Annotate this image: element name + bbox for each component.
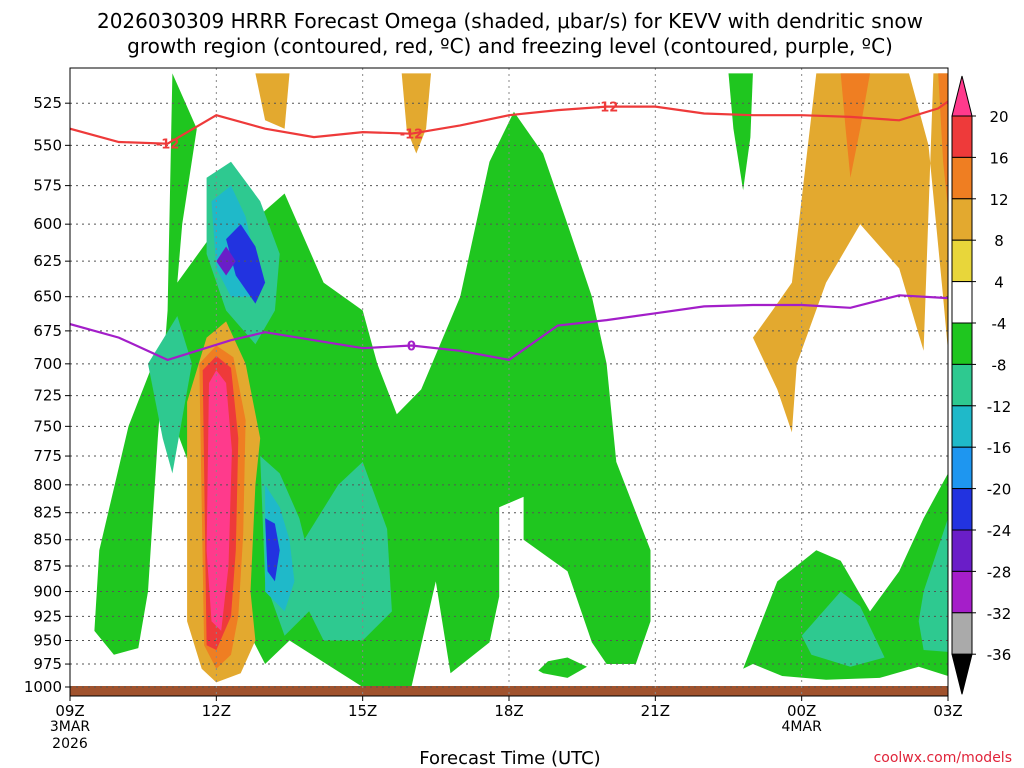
omega-region-teal-right-edge xyxy=(918,518,948,652)
omega-region-blue-upper xyxy=(226,224,266,304)
colorbar-band-4 xyxy=(951,281,973,324)
ytick-label-650: 650 xyxy=(33,288,62,306)
ytick-label-875: 875 xyxy=(33,557,62,575)
xtick-label-09Z: 09Z xyxy=(55,702,84,720)
colorbar-band-11 xyxy=(951,570,973,614)
xtick-year-09Z: 2026 xyxy=(52,736,88,752)
credit-text: coolwx.com/models xyxy=(874,750,1012,766)
ytick-label-625: 625 xyxy=(33,252,62,270)
freezing-level-label-0: 0 xyxy=(407,340,416,355)
colorbar-band-5 xyxy=(951,322,973,365)
dgz-contour-line xyxy=(70,100,948,145)
chart-title-line1: 2026030309 HRRR Forecast Omega (shaded, … xyxy=(97,9,923,33)
colorbar-label-12: -32 xyxy=(987,605,1012,623)
colorbar-label-8: -16 xyxy=(987,439,1012,457)
omega-region-yellow-right xyxy=(752,73,948,433)
colorbar-band-9 xyxy=(951,488,973,531)
ytick-label-900: 900 xyxy=(33,583,62,601)
colorbar-label-11: -28 xyxy=(987,563,1012,581)
x-axis-label: Forecast Time (UTC) xyxy=(419,748,600,768)
ytick-label-550: 550 xyxy=(33,136,62,154)
ytick-label-675: 675 xyxy=(33,322,62,340)
ytick-label-950: 950 xyxy=(33,632,62,650)
colorbar-label-6: -8 xyxy=(992,356,1007,374)
omega-region-orange-right xyxy=(840,73,870,178)
omega-region-green-bottom-right xyxy=(743,473,948,680)
colorbar-label-4: 4 xyxy=(994,274,1004,292)
ytick-label-575: 575 xyxy=(33,177,62,195)
ytick-label-600: 600 xyxy=(33,215,62,233)
xtick-label-21Z: 21Z xyxy=(641,702,670,720)
colorbar-band-12 xyxy=(951,612,973,655)
colorbar-bottom-arrow xyxy=(951,653,973,695)
ytick-label-700: 700 xyxy=(33,355,62,373)
freezing-level-line xyxy=(70,294,948,362)
colorbar-band-10 xyxy=(951,529,973,572)
colorbar-label-1: 16 xyxy=(989,149,1008,167)
xtick-label-00Z: 00Z xyxy=(787,702,816,720)
colorbar-band-2 xyxy=(951,198,973,241)
ytick-label-825: 825 xyxy=(33,504,62,522)
xtick-sublabel-09Z: 3MAR xyxy=(50,719,91,735)
colorbar-band-3 xyxy=(951,239,973,283)
dgz-contour-label-0: -12 xyxy=(156,138,180,153)
colorbar-label-7: -12 xyxy=(987,398,1012,416)
ytick-label-525: 525 xyxy=(33,94,62,112)
colorbar-label-5: -4 xyxy=(992,315,1007,333)
colorbar-top-arrow xyxy=(951,75,973,117)
y-axis-ticks: 525 550 575 600 625 650 675 700 725 750 775 800 825 8… xyxy=(24,94,70,696)
omega-region-teal-bottom-right xyxy=(801,591,885,667)
ytick-label-975: 975 xyxy=(33,655,62,673)
colorbar-band-1 xyxy=(951,156,973,200)
ytick-label-775: 775 xyxy=(33,447,62,465)
omega-region-green-top-right xyxy=(728,73,753,191)
omega-region-teal-mid xyxy=(299,461,392,641)
colorbar-band-7 xyxy=(951,405,973,448)
xtick-label-15Z: 15Z xyxy=(348,702,377,720)
colorbar-label-13: -36 xyxy=(987,646,1012,664)
xtick-label-03Z: 03Z xyxy=(933,702,962,720)
dgz-contour-label-1: -12 xyxy=(400,128,424,143)
contour-lines: -12 -12 -12 0 xyxy=(70,100,948,362)
colorbar-label-9: -20 xyxy=(987,481,1012,499)
ground-surface xyxy=(70,686,948,696)
time-gridlines xyxy=(215,68,803,696)
ytick-label-925: 925 xyxy=(33,607,62,625)
xtick-sublabel-00Z: 4MAR xyxy=(782,719,823,735)
colorbar-band-8 xyxy=(951,446,973,490)
ytick-label-1000: 1000 xyxy=(24,678,62,696)
omega-region-lightblue-lower xyxy=(265,484,295,612)
dgz-contour-label-2: -12 xyxy=(595,101,619,116)
omega-region-green-blob xyxy=(538,657,587,678)
ytick-label-800: 800 xyxy=(33,476,62,494)
colorbar-label-10: -24 xyxy=(987,522,1012,540)
colorbar-band-6 xyxy=(951,363,973,407)
colorbar-label-3: 8 xyxy=(994,232,1004,250)
colorbar-label-2: 12 xyxy=(989,191,1008,209)
ytick-label-750: 750 xyxy=(33,417,62,435)
xtick-label-18Z: 18Z xyxy=(494,702,523,720)
xtick-label-12Z: 12Z xyxy=(202,702,231,720)
ytick-label-850: 850 xyxy=(33,531,62,549)
colorbar-band-0 xyxy=(951,115,973,158)
chart-title-line2: growth region (contoured, red, ºC) and f… xyxy=(127,34,893,58)
omega-region-magenta-core xyxy=(206,370,232,631)
colorbar-label-0: 20 xyxy=(989,108,1008,126)
ytick-label-725: 725 xyxy=(33,387,62,405)
colorbar: 20 16 12 8 4 -4 -8 -12 -16 -20 -24 -28 -32 -36 xyxy=(951,75,1012,695)
omega-region-yellow-top-left xyxy=(255,73,290,129)
omega-shading xyxy=(94,73,948,687)
